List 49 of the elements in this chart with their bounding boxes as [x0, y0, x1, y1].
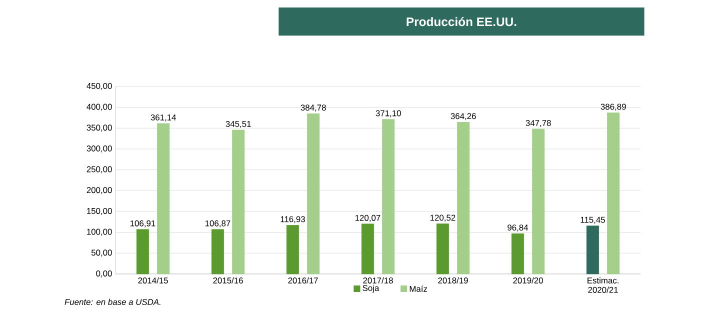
- bar: [436, 224, 450, 274]
- bar: [136, 229, 150, 274]
- bar: [532, 129, 545, 274]
- x-tick-label: Estimac. 2020/21: [588, 277, 618, 294]
- bar: [286, 225, 300, 274]
- x-tick-label: 2016/17: [288, 277, 318, 284]
- bar: [586, 226, 600, 274]
- legend-label: Soja: [362, 285, 380, 293]
- x-tick-label: 2015/16: [213, 277, 243, 284]
- data-label: 364,26: [450, 113, 476, 120]
- data-label: 115,45: [580, 217, 605, 224]
- data-label: 384,78: [300, 104, 326, 112]
- data-label: 347,78: [526, 120, 551, 128]
- x-tick-label: 2017/18: [363, 277, 393, 284]
- y-tick-label: 400,00: [86, 104, 112, 111]
- data-label: 106,87: [205, 220, 230, 228]
- chart-title: Producción EE.UU.: [406, 17, 516, 26]
- data-label: 361,14: [150, 114, 176, 122]
- y-tick-label: 50,00: [91, 250, 112, 257]
- x-tick-label: 2019/20: [513, 277, 543, 284]
- legend-label: Maíz: [410, 286, 428, 292]
- y-tick-label: 200,00: [86, 187, 112, 194]
- bar: [232, 130, 245, 274]
- bar: [511, 234, 524, 274]
- bar: [211, 229, 224, 274]
- y-tick-label: 450,00: [86, 83, 112, 90]
- data-label: 345,51: [226, 121, 251, 128]
- data-label: 386,89: [600, 104, 626, 111]
- data-label: 120,52: [430, 214, 456, 222]
- y-tick-label: 300,00: [86, 146, 112, 153]
- data-label: 371,10: [376, 110, 401, 118]
- data-label: 106,91: [130, 220, 156, 228]
- data-label: 120,07: [355, 215, 380, 222]
- x-tick-label: 2018/19: [438, 277, 468, 284]
- bar: [157, 123, 170, 274]
- bar: [382, 119, 395, 274]
- bar: [361, 224, 374, 274]
- y-tick-label: 350,00: [86, 124, 112, 132]
- y-tick-label: 0,00: [96, 270, 112, 278]
- bar: [457, 122, 470, 274]
- y-tick-label: 150,00: [87, 208, 112, 216]
- source-note: Fuente: en base a USDA.: [64, 298, 160, 306]
- bar: [607, 112, 620, 274]
- x-tick-label: 2014/15: [138, 277, 168, 284]
- data-label: 96,84: [508, 224, 528, 232]
- y-tick-label: 100,00: [87, 228, 112, 236]
- bar: [307, 114, 320, 274]
- data-label: 116,93: [280, 216, 305, 224]
- y-tick-label: 250,00: [86, 166, 112, 174]
